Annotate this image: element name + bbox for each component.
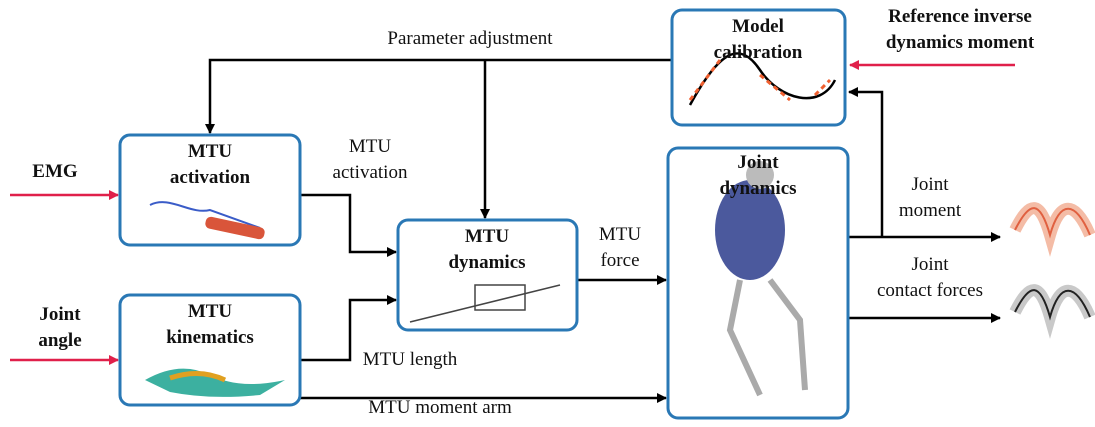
edge-label: Joint <box>912 254 950 275</box>
node-title: dynamics <box>448 252 525 273</box>
input-label: Reference inverse <box>888 6 1032 27</box>
input-label: angle <box>38 330 81 351</box>
wires <box>10 58 1015 403</box>
edge-label: Parameter adjustment <box>387 28 553 49</box>
boxes <box>118 8 850 420</box>
edge-label: MTU <box>599 224 642 245</box>
edge-label: MTU length <box>363 349 458 370</box>
node-title: MTU <box>188 301 233 322</box>
node-title: dynamics <box>719 178 796 199</box>
edge-label: contact forces <box>877 280 983 301</box>
node-title: MTU <box>465 226 510 247</box>
edge-label: force <box>600 250 639 271</box>
edge-label: activation <box>333 162 408 183</box>
input-label: EMG <box>32 161 78 182</box>
node-title: activation <box>170 167 251 188</box>
edge-label: MTU <box>349 136 392 157</box>
labels: EMG Joint angle Reference inverse dynamics m… <box>32 6 1035 418</box>
edge-label: MTU moment arm <box>368 397 512 418</box>
edge-label: moment <box>899 200 962 221</box>
node-title: MTU <box>188 141 233 162</box>
node-title: Model <box>732 16 784 37</box>
node-title: Joint <box>737 152 779 173</box>
node-title: calibration <box>714 42 803 63</box>
icons <box>145 52 1095 397</box>
input-label: dynamics moment <box>886 32 1035 53</box>
edge-label: Joint <box>912 174 950 195</box>
node-title: kinematics <box>166 327 254 348</box>
input-label: Joint <box>39 304 81 325</box>
